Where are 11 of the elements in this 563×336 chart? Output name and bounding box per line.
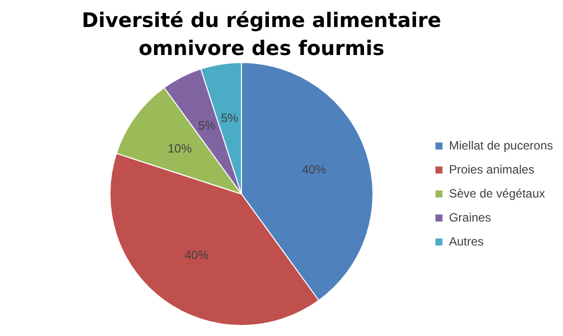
data-label: 40% — [302, 162, 326, 177]
data-label: 5% — [220, 110, 239, 125]
legend-label: Proies animales — [448, 162, 534, 176]
data-label: 5% — [198, 118, 216, 132]
data-label: 40% — [184, 248, 209, 262]
legend-label: Graines — [448, 210, 491, 224]
chart-title: Diversité du régime alimentaire omnivore des fourmis — [80, 7, 442, 62]
data-label: 10% — [168, 141, 192, 156]
legend-label: Miellat de pucerons — [448, 138, 554, 152]
legend-label: Sève de végétaux — [448, 186, 546, 200]
legend-label: Autres — [448, 234, 484, 248]
